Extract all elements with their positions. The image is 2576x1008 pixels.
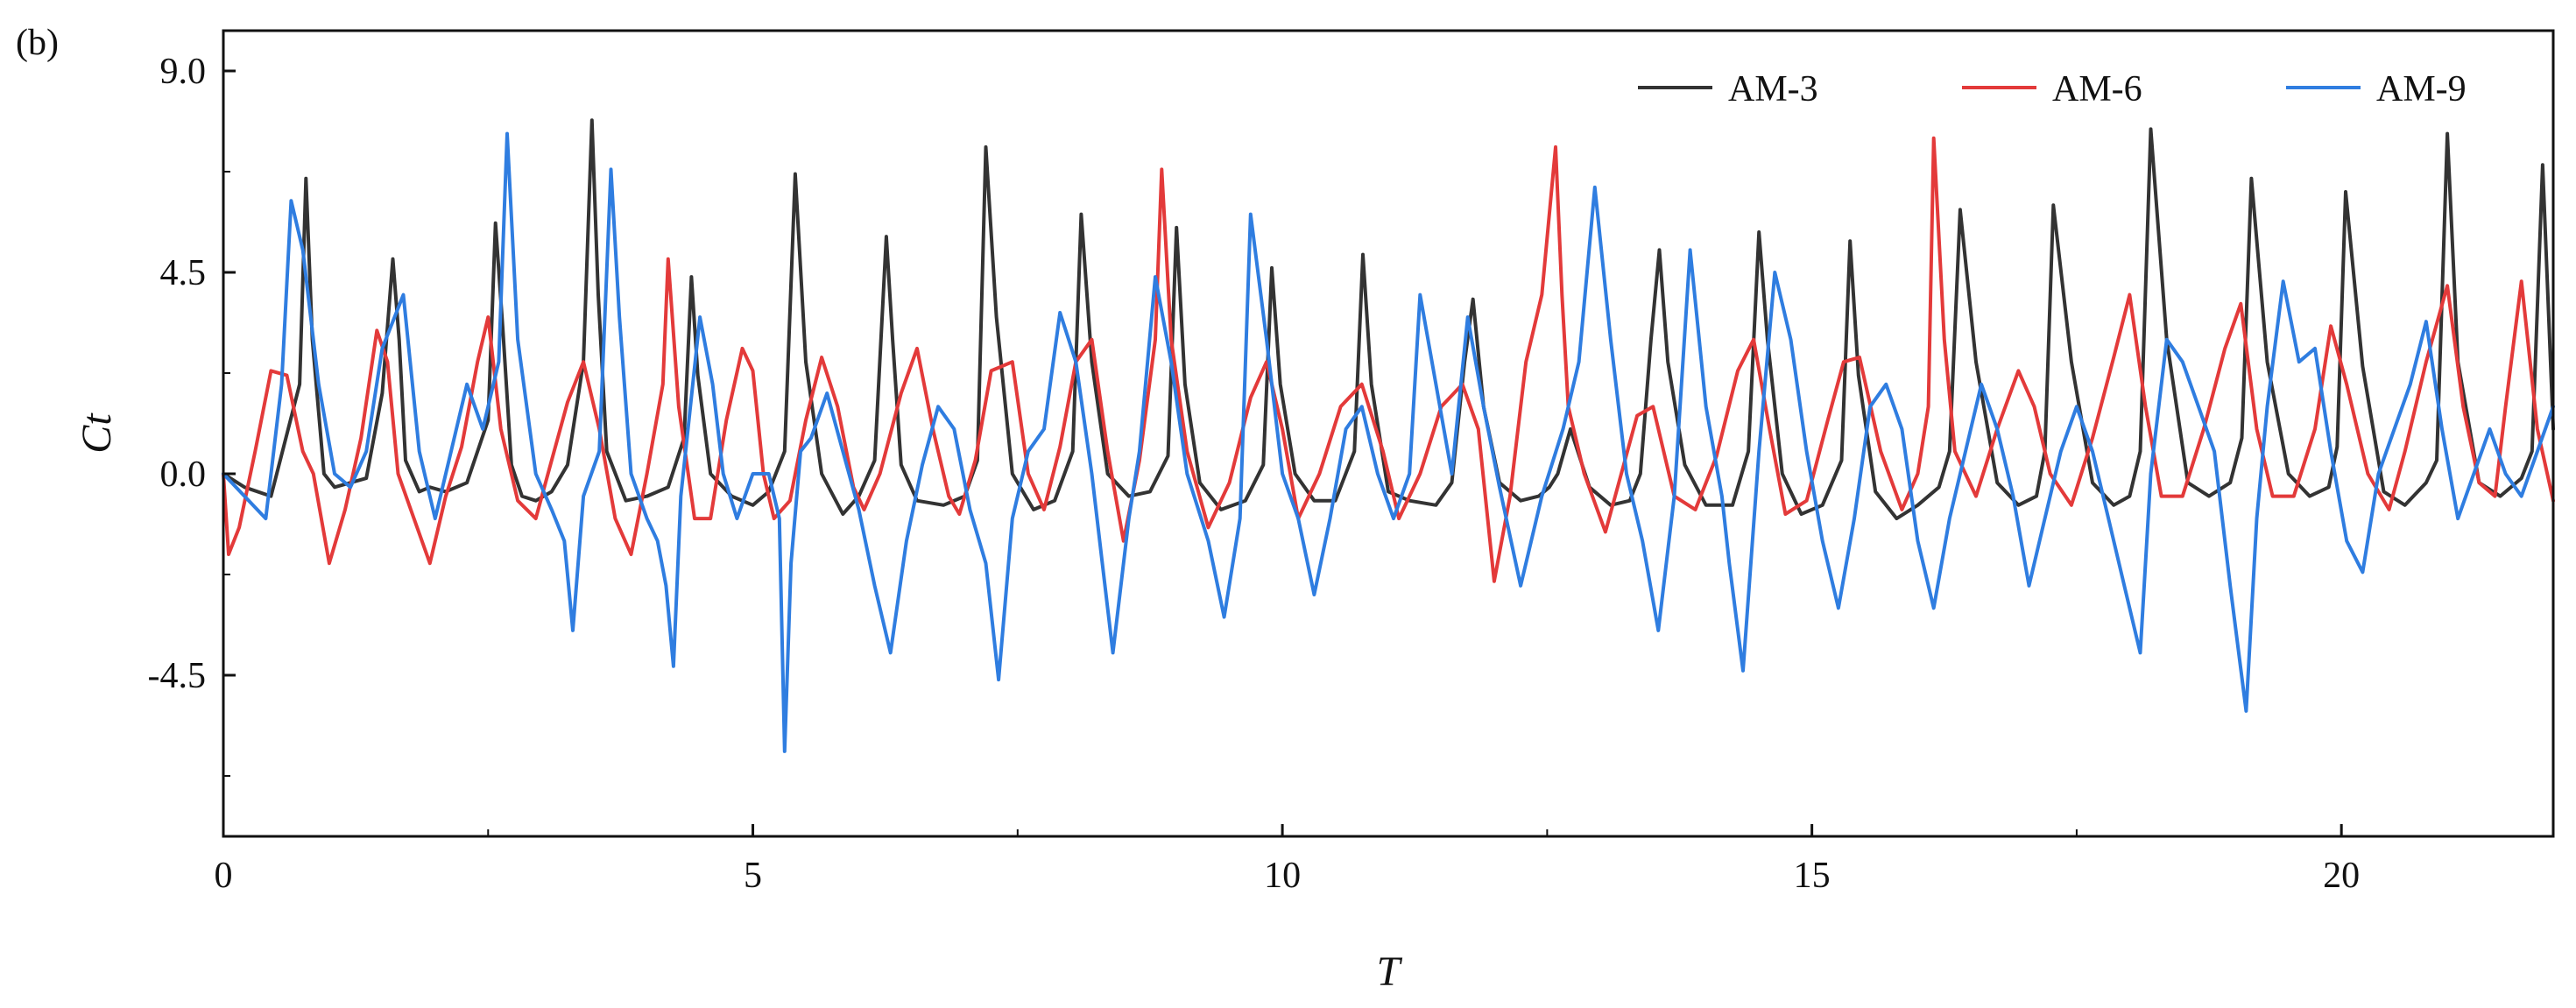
y-tick-label: 0.0 [160,455,207,495]
series-line-am-6 [222,136,2555,583]
series-line-am-9 [222,131,2555,753]
series-line-am-3 [222,118,2555,521]
y-tick-label: 4.5 [160,253,207,293]
legend: AM-3 AM-6 AM-9 [1638,69,2467,109]
panel-label: (b) [16,23,59,63]
x-tick-label: 15 [1794,856,1831,896]
plot-series [222,118,2555,753]
y-axis-title: Ct [74,412,120,454]
x-tick-label: 0 [215,856,233,896]
legend-label-am-6: AM-6 [2052,69,2142,109]
legend-label-am-9: AM-9 [2376,69,2467,109]
x-tick-label: 10 [1264,856,1301,896]
y-tick-label: -4.5 [148,656,207,696]
x-tick-label: 20 [2323,856,2360,896]
x-tick-label: 5 [744,856,762,896]
axis-ticks [222,69,2343,836]
tick-labels: 0 5 10 15 20 9.0 4.5 0.0 -4.5 [148,52,2361,896]
plot-frame [222,29,2555,838]
x-axis-title: T [1377,948,1403,995]
y-tick-label: 9.0 [160,52,207,92]
legend-label-am-3: AM-3 [1728,69,1818,109]
